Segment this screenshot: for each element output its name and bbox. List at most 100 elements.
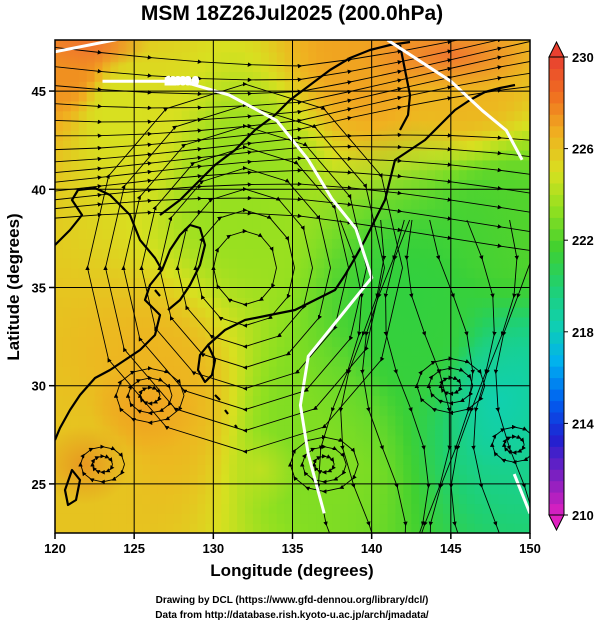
field-cell	[126, 474, 135, 485]
colorbar-segment	[549, 68, 564, 81]
field-cell	[221, 277, 230, 289]
field-cell	[181, 474, 191, 485]
field-cell	[110, 150, 119, 161]
colorbar-segment	[549, 503, 564, 516]
field-cell	[78, 91, 88, 102]
field-cell	[498, 523, 507, 533]
field-cell	[181, 444, 191, 455]
field-cell	[237, 307, 246, 318]
field-cell	[522, 110, 530, 122]
field-cell	[70, 71, 80, 82]
field-cell	[157, 336, 167, 347]
field-cell	[221, 493, 230, 505]
colorbar-segment	[549, 377, 564, 390]
field-cell	[411, 483, 420, 495]
colorbar-segment	[549, 125, 564, 138]
field-cell	[316, 130, 325, 141]
field-cell	[62, 316, 72, 328]
field-cell	[197, 503, 206, 514]
field-cell	[292, 81, 301, 92]
field-cell	[110, 493, 119, 505]
field-cell	[126, 336, 135, 347]
field-cell	[78, 415, 88, 426]
field-cell	[189, 238, 199, 249]
y-tick-label: 30	[32, 379, 46, 394]
field-cell	[197, 100, 206, 112]
field-cell	[189, 248, 199, 259]
x-tick-label: 125	[123, 541, 145, 556]
field-cell	[118, 493, 127, 505]
field-cell	[237, 199, 246, 210]
field-cell	[252, 297, 262, 308]
field-cell	[142, 169, 151, 180]
field-cell	[403, 503, 412, 514]
field-cell	[213, 71, 222, 82]
field-cell	[78, 179, 88, 190]
field-cell	[78, 199, 88, 210]
field-cell	[340, 503, 349, 514]
colorbar-segment	[549, 194, 564, 207]
field-cell	[205, 238, 214, 249]
field-cell	[86, 336, 96, 347]
field-cell	[70, 100, 80, 112]
field-cell	[490, 493, 499, 505]
field-cell	[70, 316, 80, 328]
x-axis: 120 125 130 135 140 145 150	[44, 533, 541, 556]
field-cell	[506, 159, 515, 171]
field-cell	[157, 228, 167, 239]
field-cell	[522, 120, 530, 131]
field-cell	[189, 169, 199, 180]
field-cell	[482, 140, 491, 151]
colorbar-segment	[549, 160, 564, 173]
field-cell	[134, 61, 143, 72]
field-cell	[292, 189, 301, 200]
field-cell	[284, 218, 294, 230]
field-cell	[514, 81, 523, 92]
field-cell	[134, 169, 143, 180]
colorbar-segment	[549, 434, 564, 447]
colorbar-segment	[549, 446, 564, 459]
field-cell	[150, 464, 159, 475]
field-cell	[237, 267, 246, 279]
field-cell	[181, 110, 191, 122]
field-cell	[482, 100, 491, 112]
field-cell	[197, 385, 206, 397]
field-cell	[181, 42, 191, 53]
field-cell	[252, 366, 262, 377]
field-cell	[78, 189, 88, 200]
field-cell	[94, 523, 104, 533]
field-cell	[205, 40, 214, 43]
field-cell	[150, 513, 159, 524]
field-cell	[245, 42, 254, 53]
colorbar-segment	[549, 79, 564, 92]
field-cell	[332, 503, 341, 514]
field-cell	[292, 159, 301, 171]
field-cell	[94, 110, 104, 122]
field-cell	[70, 366, 80, 377]
field-cell	[514, 208, 523, 220]
field-cell	[284, 42, 294, 53]
field-cell	[276, 287, 286, 298]
field-cell	[229, 503, 238, 514]
field-cell	[506, 140, 515, 151]
field-cell	[189, 100, 199, 112]
field-cell	[387, 523, 396, 533]
field-cell	[395, 91, 404, 102]
field-cell	[78, 513, 88, 524]
field-cell	[506, 189, 515, 200]
colorbar-segment	[549, 171, 564, 184]
field-cell	[62, 218, 72, 230]
field-cell	[522, 81, 530, 92]
field-cell	[252, 346, 262, 357]
field-cell	[142, 326, 151, 338]
field-cell	[466, 513, 476, 524]
field-cell	[466, 120, 476, 131]
field-cell	[134, 474, 143, 485]
field-cell	[62, 100, 72, 112]
field-cell	[268, 366, 278, 377]
field-cell	[245, 523, 254, 533]
field-cell	[284, 405, 294, 416]
field-cell	[150, 130, 159, 141]
colorbar-segment	[549, 274, 564, 287]
field-cell	[213, 238, 222, 249]
